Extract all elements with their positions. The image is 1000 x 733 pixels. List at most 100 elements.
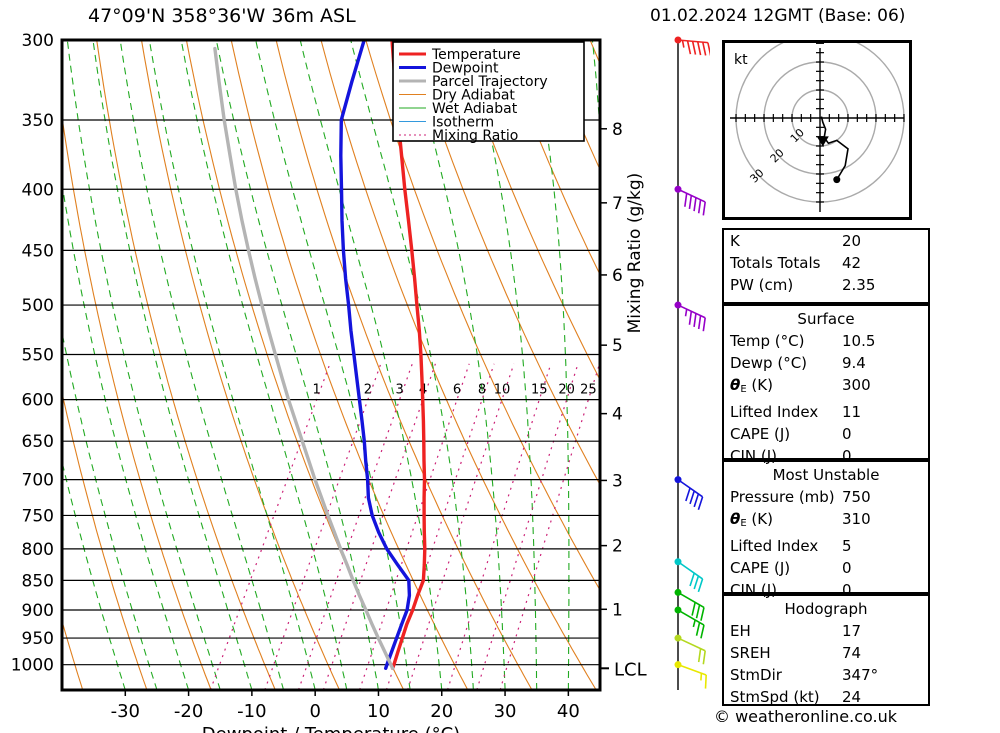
surface-row-value: 10.5: [842, 332, 876, 350]
indices-row-label: K: [730, 232, 740, 250]
hodograph-stats-row-value: 17: [842, 622, 862, 640]
wind-barb: [674, 661, 707, 689]
most-unstable-row-value: 750: [842, 488, 871, 506]
wind-barb: [674, 634, 706, 665]
mixing-ratio-label: 8: [478, 383, 486, 398]
dry-adiabat-line: [635, 40, 710, 690]
pressure-tick-label: 400: [22, 180, 54, 200]
wet-adiabat-line: [62, 330, 158, 690]
hodograph-stats-row-label: SREH: [730, 644, 771, 662]
hodograph-stats-panel: Hodograph EH 17 SREH 74 StmDir 347° StmSpd (kt)…: [722, 594, 930, 706]
dry-adiabat-line: [62, 390, 148, 690]
mixing-ratio-label: 3: [395, 383, 403, 398]
mixing-ratio-line: [499, 363, 600, 690]
hodograph-stats-row: StmSpd (kt) 24: [724, 686, 928, 708]
hodograph-stats-row-value: 74: [842, 644, 862, 662]
wet-adiabat-line: [148, 40, 316, 690]
most-unstable-row-label: Pressure (mb): [730, 488, 835, 506]
dry-adiabat-line: [499, 40, 600, 276]
pressure-tick-label: 450: [22, 241, 54, 261]
surface-row-value: 0: [842, 425, 852, 443]
legend-label: Temperature: [431, 47, 521, 63]
surface-row: CAPE (J) 0: [724, 423, 928, 445]
dry-adiabat-line: [185, 40, 405, 690]
hodograph-stats-row-label: StmSpd (kt): [730, 688, 820, 706]
wind-barb: [674, 606, 705, 639]
hodograph-stats-row-value: 24: [842, 688, 862, 706]
pressure-tick-label: 950: [22, 629, 54, 649]
surface-row-label: Temp (°C): [730, 332, 805, 350]
height-tick-label: 1: [612, 600, 623, 620]
pressure-tick-label: 1000: [11, 656, 54, 676]
legend-label: Dry Adiabat: [432, 88, 515, 104]
wind-barb: [674, 476, 704, 511]
legend-label: Dewpoint: [432, 61, 499, 77]
dry-adiabat-line: [680, 40, 710, 690]
indices-row-value: 42: [842, 254, 862, 272]
surface-row-label: Dewp (°C): [730, 354, 808, 372]
mixing-ratio-line: [264, 363, 382, 690]
wet-adiabat-line: [350, 40, 474, 690]
pressure-tick-label: 800: [22, 540, 54, 560]
wet-adiabat-line: [468, 40, 538, 690]
pressure-tick-label: 900: [22, 601, 54, 621]
most-unstable-row-label: CAPE (J): [730, 559, 791, 577]
wind-barb: [674, 558, 704, 593]
wet-adiabat-line: [531, 40, 570, 690]
wind-barb: [674, 301, 706, 332]
hodograph-stats-row: StmDir 347°: [724, 664, 928, 686]
indices-row-label: Totals Totals: [730, 254, 821, 272]
wet-adiabat-line: [632, 31, 648, 690]
most-unstable-panel: Most Unstable Pressure (mb) 750 θE (K) 310 Li…: [722, 460, 930, 599]
mixing-ratio-axis-label: Mixing Ratio (g/kg): [625, 173, 645, 334]
height-tick-label: 2: [612, 537, 623, 557]
mixing-ratio-line: [476, 363, 579, 690]
wet-adiabat-line: [62, 180, 190, 690]
most-unstable-row-value: 310: [842, 510, 871, 528]
profile-line-dewpoint: [339, 40, 412, 670]
most-unstable-row: CAPE (J) 0: [724, 557, 928, 579]
legend-box: [392, 41, 585, 142]
dry-adiabat-line: [96, 40, 276, 690]
hodograph-stats-title: Hodograph: [784, 600, 868, 618]
wet-adiabat-line: [180, 40, 348, 690]
indices-row: Totals Totals 42: [724, 252, 928, 274]
wet-adiabat-line: [66, 40, 221, 690]
surface-row-value: 0: [842, 447, 852, 465]
hodograph-stats-row-value: 347°: [842, 666, 879, 684]
lcl-label: LCL: [614, 659, 647, 680]
skewt-diagram: 1 2 3 4 6 8 10 15 20 2530035040045050055060065070…: [11, 5, 710, 733]
mixing-ratio-label: 2: [364, 383, 372, 398]
surface-row-label: θE (K): [730, 376, 773, 395]
pressure-tick-label: 850: [22, 571, 54, 591]
legend-label: Wet Adiabat: [432, 101, 518, 117]
height-tick-label: 4: [612, 405, 623, 425]
surface-row-value: 9.4: [842, 354, 866, 372]
copyright-notice: © weatheronline.co.uk: [714, 707, 897, 726]
pressure-tick-label: 550: [22, 345, 54, 365]
mixing-ratio-label: 6: [453, 383, 461, 398]
pressure-tick-label: 750: [22, 506, 54, 526]
mixing-ratio-label: 15: [531, 383, 548, 398]
indices-panel: K 20 Totals Totals 42 PW (cm) 2.35: [722, 228, 930, 304]
temperature-tick-label: -30: [111, 701, 140, 722]
date-time-header: 01.02.2024 12GMT (Base: 06): [650, 6, 906, 26]
surface-panel: Surface Temp (°C) 10.5 Dewp (°C) 9.4 θE (K) 30…: [722, 304, 930, 465]
wet-adiabat-line: [406, 40, 506, 690]
legend-label: Mixing Ratio: [432, 128, 518, 144]
hodograph-trace: [820, 116, 849, 181]
surface-row-label: CAPE (J): [730, 425, 791, 443]
most-unstable-row-value: 5: [842, 537, 852, 555]
temperature-tick-label: -10: [237, 701, 266, 722]
dry-adiabat-line: [62, 113, 212, 690]
profile-line-temperature: [390, 40, 427, 670]
pressure-tick-label: 350: [22, 111, 54, 131]
hodograph-storm-motion-marker: [816, 136, 829, 147]
legend-label: Parcel Trajectory: [432, 74, 548, 90]
mixing-ratio-label: 10: [494, 383, 511, 398]
mixing-ratio-label: 25: [580, 383, 597, 398]
hodograph-unit-label: kt: [734, 52, 748, 68]
mixing-ratio-label: 20: [558, 383, 575, 398]
